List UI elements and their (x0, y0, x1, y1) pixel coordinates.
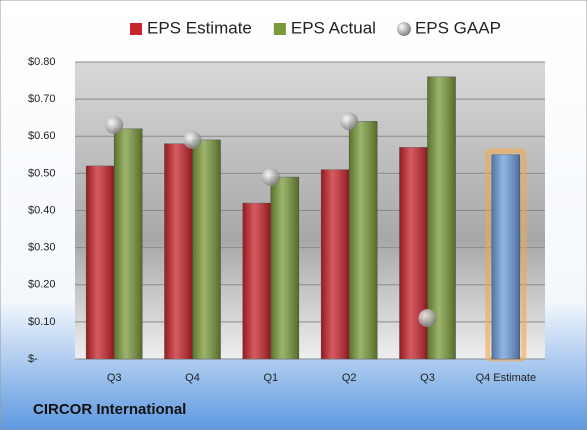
y-tick-label: $- (28, 353, 38, 365)
legend-marker (396, 22, 411, 36)
legend-marker (273, 23, 286, 35)
x-tick-label: Q3 (107, 372, 122, 384)
x-tick-label: Q4 (185, 372, 200, 384)
bar-shade (491, 154, 520, 359)
bar-shade (399, 147, 428, 359)
y-tick-label: $0.50 (28, 167, 56, 179)
gaap-point (340, 112, 359, 131)
bar-shade (349, 121, 378, 360)
x-tick-label: Q2 (342, 372, 357, 384)
x-tick-label: Q1 (263, 372, 278, 384)
gaap-point (418, 309, 437, 328)
gaap-point (261, 168, 280, 187)
bar-shade (321, 169, 350, 359)
x-tick-label: Q4 Estimate (476, 372, 537, 384)
bar-shade (164, 143, 193, 359)
y-tick-label: $0.20 (28, 279, 56, 291)
y-tick-label: $0.60 (28, 130, 56, 142)
y-tick-label: $0.70 (28, 93, 56, 105)
gaap-point (183, 130, 202, 149)
bar-shade (192, 139, 221, 359)
chart-title: CIRCOR International (33, 401, 186, 418)
y-tick-label: $0.40 (28, 204, 56, 216)
legend-label: EPS GAAP (415, 18, 501, 37)
y-tick-label: $0.80 (28, 56, 56, 68)
legend-marker (130, 23, 142, 35)
y-tick-label: $0.30 (28, 242, 56, 254)
legend-label: EPS Estimate (147, 18, 252, 37)
bar-shade (114, 128, 143, 359)
legend-label: EPS Actual (291, 18, 376, 37)
bar-shade (242, 203, 271, 359)
bar-shade (270, 177, 299, 359)
x-tick-label: Q3 (420, 372, 435, 384)
bar-shade (86, 165, 115, 359)
y-tick-label: $0.10 (28, 316, 56, 328)
gaap-point (105, 116, 124, 135)
